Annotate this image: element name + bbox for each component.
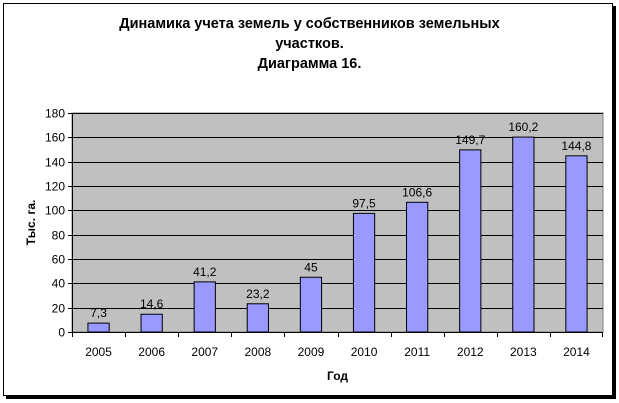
data-label-2006: 14,6 — [140, 297, 164, 311]
data-label-2005: 7,3 — [90, 306, 107, 320]
data-label-2008: 23,2 — [246, 287, 270, 301]
x-tick-label-2008: 2008 — [244, 345, 271, 359]
y-tick-labels: 0 20 40 60 80 100 120 140 160 180 — [45, 107, 65, 340]
bar-2010 — [352, 212, 376, 333]
bar-2005 — [87, 322, 110, 333]
chart-title-line-3: Диаграмма 16. — [257, 56, 362, 72]
axes — [68, 113, 603, 337]
data-label-2012: 149,7 — [455, 133, 485, 147]
y-tick-label: 20 — [52, 302, 66, 316]
x-tick-label-2014: 2014 — [563, 345, 590, 359]
y-tick-label: 40 — [52, 277, 66, 291]
y-tick-label: 100 — [45, 204, 65, 218]
y-tick-label: 60 — [52, 253, 66, 267]
data-label-2014: 144,8 — [561, 139, 591, 153]
y-tick-label: 160 — [45, 131, 65, 145]
data-label-2010: 97,5 — [352, 196, 376, 210]
x-tick-label-2005: 2005 — [85, 345, 112, 359]
x-tick-label-2010: 2010 — [351, 345, 378, 359]
y-tick-label: 180 — [45, 107, 65, 121]
chart-title-line-1: Динамика учета земель у собственников зе… — [119, 16, 500, 32]
y-tick-label: 140 — [45, 156, 65, 170]
data-label-2007: 41,2 — [193, 265, 217, 279]
data-label-2011: 106,6 — [402, 185, 432, 199]
chart-title-line-2: участков. — [275, 36, 344, 52]
bars — [87, 136, 588, 333]
x-tick-label-2007: 2007 — [191, 345, 218, 359]
bar-2011 — [406, 201, 429, 333]
x-tick-labels: 2005 2006 2007 2008 2009 2010 2011 2012 2013 2014 — [85, 345, 590, 359]
y-axis-title: Тыс. га. — [24, 200, 38, 246]
data-label-2009: 45 — [304, 260, 318, 274]
bar-2013 — [512, 136, 535, 333]
x-tick-label-2012: 2012 — [457, 345, 484, 359]
y-tick-label: 80 — [52, 229, 66, 243]
bar-2007 — [193, 281, 216, 333]
bar-2012 — [459, 149, 482, 333]
chart-title: Динамика учета земель у собственников зе… — [0, 14, 619, 74]
y-tick-label: 0 — [58, 326, 65, 340]
bar-2014 — [565, 155, 588, 333]
data-labels: 7,3 14,6 41,2 23,2 45 97,5 106,6 149,7 160,2 144,… — [90, 120, 592, 320]
data-label-2013: 160,2 — [508, 120, 538, 134]
x-tick-label-2006: 2006 — [138, 345, 165, 359]
x-tick-label-2013: 2013 — [510, 345, 537, 359]
bar-2008 — [246, 303, 269, 333]
bar-2006 — [140, 313, 163, 333]
bar-2009 — [299, 276, 323, 333]
x-axis-title: Год — [327, 369, 348, 383]
y-tick-label: 120 — [45, 180, 65, 194]
x-tick-label-2011: 2011 — [404, 345, 430, 359]
x-tick-label-2009: 2009 — [298, 345, 325, 359]
